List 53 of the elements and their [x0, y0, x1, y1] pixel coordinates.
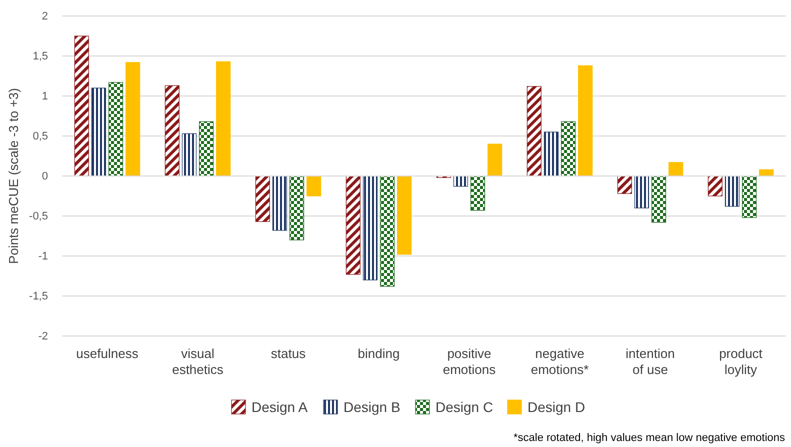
bar [634, 176, 650, 208]
y-tick-label: -0,5 [29, 210, 48, 223]
legend-label: Design B [344, 399, 400, 415]
bar [289, 176, 304, 240]
bar [668, 162, 684, 176]
x-tick-label: usefulness [76, 346, 139, 361]
legend-label: Design D [528, 399, 586, 415]
y-tick-label: 1,5 [32, 50, 48, 63]
legend-label: Design A [252, 399, 308, 415]
y-tick-label: 2 [42, 10, 48, 23]
text: *scale rotated, high values mean low negative emotions [514, 432, 786, 444]
y-tick-label: 1 [42, 90, 48, 103]
bar [708, 176, 722, 196]
x-tick-label: negative emotions* [530, 346, 589, 377]
y-tick-label: 0,5 [32, 130, 48, 143]
bar [182, 133, 197, 176]
bar [578, 65, 593, 176]
bar [91, 88, 106, 176]
bar [453, 176, 468, 187]
x-tick-label: binding [358, 346, 400, 361]
bar [198, 121, 214, 176]
bar [742, 176, 757, 218]
x-tick-label: intention of use [626, 346, 675, 377]
bar [306, 176, 322, 196]
bar [397, 176, 412, 255]
bar [488, 144, 502, 176]
x-tick-label: product loylity [719, 346, 763, 377]
bar [164, 85, 180, 176]
bar [380, 176, 395, 287]
bar [108, 82, 124, 176]
y-tick-label: 0 [42, 170, 48, 183]
y-tick-label: -2 [38, 330, 48, 343]
bar [126, 62, 140, 176]
y-tick-label: -1,5 [29, 290, 48, 303]
bar [617, 176, 632, 194]
bar [560, 121, 576, 176]
bar [74, 36, 89, 176]
bar [526, 86, 542, 176]
bar [470, 176, 486, 211]
legend-label: Design C [436, 399, 494, 415]
bar [346, 176, 360, 275]
bar [362, 176, 378, 280]
bar [255, 176, 270, 222]
y-axis-title: Points meCUE (scale -3 to +3) [6, 88, 21, 264]
bar [216, 61, 231, 176]
y-tick-label: -1 [38, 250, 48, 263]
bar [724, 176, 740, 207]
bar [651, 176, 666, 223]
x-tick-label: status [270, 346, 306, 361]
bar [272, 176, 288, 231]
x-tick-label: positive emotions [442, 346, 496, 377]
x-tick-label: visual esthetics [172, 346, 224, 377]
bar [544, 132, 559, 176]
